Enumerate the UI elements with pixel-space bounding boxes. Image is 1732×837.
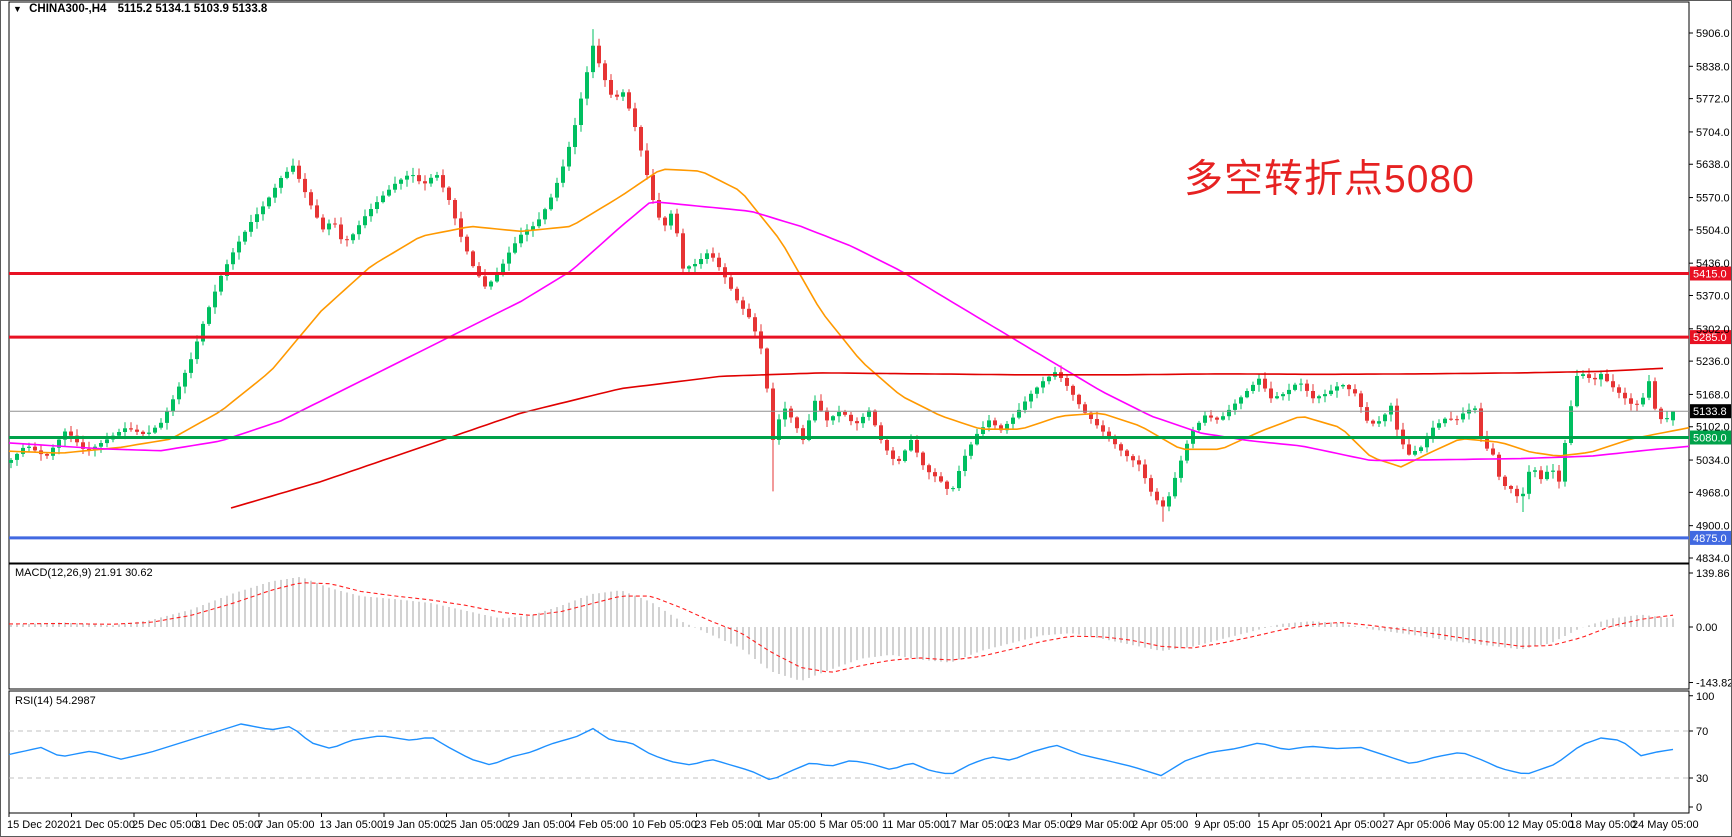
price-tags: 5415.0 5285.0 5080.0 4875.0 5133.8 [1690, 266, 1731, 545]
svg-text:1 Mar 05:00: 1 Mar 05:00 [757, 819, 816, 831]
svg-text:21 Dec 05:00: 21 Dec 05:00 [70, 819, 135, 831]
svg-text:10 Feb 05:00: 10 Feb 05:00 [632, 819, 697, 831]
svg-text:29 Jan 05:00: 29 Jan 05:00 [507, 819, 571, 831]
svg-text:4834.0: 4834.0 [1696, 553, 1730, 565]
horizontal-levels [9, 272, 1689, 540]
svg-text:5906.0: 5906.0 [1696, 28, 1730, 40]
svg-text:0: 0 [1696, 802, 1702, 814]
svg-text:4 Feb 05:00: 4 Feb 05:00 [570, 819, 629, 831]
macd-histogram [10, 577, 1674, 681]
svg-text:5415.0: 5415.0 [1693, 269, 1727, 281]
svg-text:12 May 05:00: 12 May 05:00 [1507, 819, 1574, 831]
svg-text:4875.0: 4875.0 [1693, 533, 1727, 545]
svg-text:29 Mar 05:00: 29 Mar 05:00 [1070, 819, 1135, 831]
svg-text:6 May 05:00: 6 May 05:00 [1445, 819, 1506, 831]
svg-text:5838.0: 5838.0 [1696, 61, 1730, 73]
macd-axis-labels: 139.86 0.00 -143.82 [1689, 568, 1732, 690]
rsi-indicator-label: RSI(14) 54.2987 [15, 695, 96, 707]
svg-text:5638.0: 5638.0 [1696, 159, 1730, 171]
svg-text:23 Mar 05:00: 23 Mar 05:00 [1007, 819, 1072, 831]
ohlc-quote: 5115.2 5134.1 5103.9 5133.8 [117, 3, 268, 15]
svg-text:9 Apr 05:00: 9 Apr 05:00 [1195, 819, 1251, 831]
svg-text:31 Dec 05:00: 31 Dec 05:00 [195, 819, 260, 831]
svg-text:21 Apr 05:00: 21 Apr 05:00 [1320, 819, 1382, 831]
ma-medium-magenta-line [8, 201, 1690, 462]
svg-text:4900.0: 4900.0 [1696, 521, 1730, 533]
chart-title: ▼ CHINA300-,H4 5115.2 5134.1 5103.9 5133… [13, 3, 267, 15]
svg-text:17 Mar 05:00: 17 Mar 05:00 [945, 819, 1010, 831]
symbol-period-label: CHINA300-,H4 [29, 3, 107, 15]
svg-text:5 Mar 05:00: 5 Mar 05:00 [820, 819, 879, 831]
svg-text:13 Jan 05:00: 13 Jan 05:00 [320, 819, 384, 831]
rsi-level-lines [9, 730, 1689, 779]
ma-slow-red-line [230, 367, 1664, 509]
symbol-dropdown-icon[interactable]: ▼ [13, 4, 22, 14]
ma-fast-orange-line [8, 168, 1690, 468]
svg-text:5370.0: 5370.0 [1696, 291, 1730, 303]
svg-text:7 Jan 05:00: 7 Jan 05:00 [257, 819, 315, 831]
svg-text:5168.0: 5168.0 [1696, 389, 1730, 401]
svg-text:5504.0: 5504.0 [1696, 225, 1730, 237]
svg-text:4968.0: 4968.0 [1696, 487, 1730, 499]
svg-text:5133.8: 5133.8 [1693, 406, 1727, 418]
macd-signal-line [9, 582, 1674, 673]
svg-text:5285.0: 5285.0 [1693, 332, 1727, 344]
svg-text:18 May 05:00: 18 May 05:00 [1570, 819, 1637, 831]
svg-text:5302.0: 5302.0 [1696, 324, 1730, 336]
svg-text:0.00: 0.00 [1696, 622, 1717, 634]
price-axis-labels: 5906.0 5838.0 5772.0 5704.0 5638.0 5570.0 5504… [1689, 28, 1730, 565]
svg-text:5570.0: 5570.0 [1696, 193, 1730, 205]
svg-text:70: 70 [1696, 726, 1708, 738]
candles-layer [9, 29, 1675, 522]
svg-text:5436.0: 5436.0 [1696, 258, 1730, 270]
svg-text:24 May 05:00: 24 May 05:00 [1632, 819, 1699, 831]
svg-text:5704.0: 5704.0 [1696, 127, 1730, 139]
svg-text:5772.0: 5772.0 [1696, 94, 1730, 106]
macd-indicator-label: MACD(12,26,9) 21.91 30.62 [15, 567, 153, 579]
macd-values: 21.91 30.62 [94, 567, 153, 579]
svg-text:-143.82: -143.82 [1696, 678, 1732, 690]
svg-text:11 Mar 05:00: 11 Mar 05:00 [882, 819, 946, 831]
svg-text:2 Apr 05:00: 2 Apr 05:00 [1132, 819, 1188, 831]
svg-text:5236.0: 5236.0 [1696, 356, 1730, 368]
rsi-line [8, 723, 1674, 781]
svg-text:19 Jan 05:00: 19 Jan 05:00 [382, 819, 446, 831]
svg-text:100: 100 [1696, 691, 1714, 703]
svg-text:15 Dec 2020: 15 Dec 2020 [7, 819, 69, 831]
svg-text:5080.0: 5080.0 [1693, 433, 1727, 445]
rsi-axis-labels: 100 70 30 0 [1689, 691, 1714, 814]
svg-text:139.86: 139.86 [1696, 568, 1730, 580]
svg-text:5102.0: 5102.0 [1696, 422, 1730, 434]
rsi-name: RSI(14) [15, 695, 53, 707]
panel-borders [8, 1, 1690, 814]
svg-text:27 Apr 05:00: 27 Apr 05:00 [1382, 819, 1444, 831]
svg-text:23 Feb 05:00: 23 Feb 05:00 [695, 819, 760, 831]
svg-text:25 Dec 05:00: 25 Dec 05:00 [132, 819, 197, 831]
annotation-text: 多空转折点5080 [1184, 158, 1475, 201]
svg-text:30: 30 [1696, 773, 1708, 785]
svg-text:25 Jan 05:00: 25 Jan 05:00 [445, 819, 509, 831]
svg-text:5034.0: 5034.0 [1696, 455, 1730, 467]
rsi-value: 54.2987 [55, 695, 96, 707]
svg-text:15 Apr 05:00: 15 Apr 05:00 [1257, 819, 1319, 831]
macd-name: MACD(12,26,9) [15, 567, 92, 579]
